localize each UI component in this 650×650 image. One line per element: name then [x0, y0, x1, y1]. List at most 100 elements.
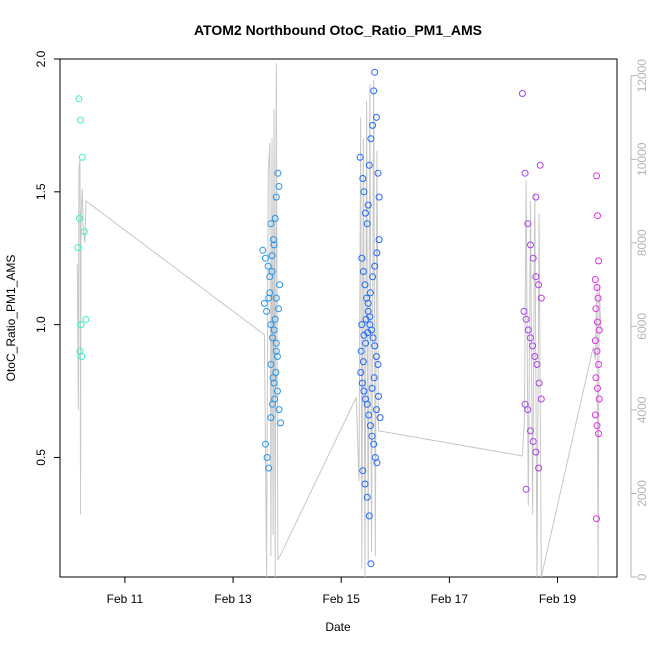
data-point — [272, 347, 280, 355]
data-point — [522, 315, 530, 323]
data-point — [78, 353, 86, 360]
data-point — [593, 284, 601, 291]
data-point — [276, 281, 284, 289]
data-point — [593, 422, 601, 430]
data-point — [535, 281, 543, 289]
y-tick-label: 0.5 — [34, 449, 48, 466]
data-point — [267, 220, 275, 228]
data-point — [370, 87, 378, 95]
data-point — [375, 236, 383, 244]
data-point — [529, 342, 537, 350]
data-point — [595, 430, 603, 438]
ratio-points — [74, 68, 603, 568]
data-point — [267, 321, 275, 329]
y2-tick-label: 10000 — [635, 142, 649, 176]
data-point — [265, 294, 273, 302]
data-point — [262, 254, 269, 262]
data-point — [591, 411, 599, 419]
data-point — [537, 294, 545, 302]
data-point — [76, 214, 83, 222]
data-point — [362, 209, 369, 217]
y2-tick-label: 12000 — [635, 59, 649, 93]
data-point — [358, 379, 366, 387]
data-point — [268, 252, 276, 260]
data-point — [592, 305, 600, 313]
data-point — [366, 422, 374, 430]
data-point — [535, 379, 543, 387]
y-tick-label: 1.0 — [34, 316, 48, 333]
data-point — [524, 220, 532, 228]
data-point — [529, 438, 537, 445]
data-point — [360, 188, 368, 196]
data-point — [274, 169, 282, 177]
data-point — [368, 384, 376, 392]
data-point — [521, 169, 529, 177]
data-point — [364, 201, 372, 209]
data-point — [270, 236, 278, 244]
data-point — [361, 281, 369, 289]
data-point — [74, 244, 82, 252]
data-point — [524, 406, 532, 414]
data-point — [82, 315, 90, 323]
data-point — [368, 432, 376, 440]
y-tick-label: 2.0 — [34, 50, 48, 67]
right-axis-series-line — [76, 63, 602, 578]
data-point — [593, 515, 600, 523]
data-point — [372, 113, 380, 121]
data-point — [263, 307, 271, 315]
data-point — [595, 361, 603, 368]
plot-frame — [59, 58, 618, 578]
data-point — [271, 214, 279, 222]
data-point — [367, 560, 375, 568]
data-point — [529, 254, 537, 262]
data-point — [371, 68, 379, 76]
data-point — [593, 347, 601, 355]
data-point — [275, 305, 282, 313]
x-tick-label: Feb 13 — [214, 592, 252, 606]
y-axis-label: OtoC_Ratio_PM1_AMS — [4, 255, 18, 382]
data-point — [363, 220, 371, 228]
data-point — [272, 339, 280, 347]
data-point — [366, 313, 374, 321]
data-point — [364, 299, 372, 307]
chart-title: ATOM2 Northbound OtoC_Ratio_PM1_AMS — [194, 22, 482, 38]
data-point — [533, 361, 541, 368]
data-point — [535, 464, 543, 472]
data-point — [270, 326, 278, 334]
data-point — [372, 353, 380, 360]
data-point — [365, 161, 373, 169]
data-point — [374, 169, 382, 177]
data-point — [527, 427, 534, 435]
data-point — [260, 299, 268, 307]
data-point — [269, 374, 277, 382]
data-point — [277, 419, 285, 427]
data-point — [362, 339, 369, 347]
data-point — [262, 440, 269, 448]
y2-tick-label: 8000 — [635, 229, 649, 256]
data-point — [532, 273, 540, 281]
data-point — [594, 212, 601, 220]
data-point — [265, 464, 273, 472]
data-point — [373, 249, 381, 257]
data-point — [375, 392, 382, 400]
data-point — [592, 374, 600, 382]
data-point — [365, 411, 373, 419]
data-point — [359, 268, 367, 275]
data-point — [595, 395, 603, 403]
data-point — [360, 387, 368, 395]
data-point — [532, 448, 540, 456]
data-point — [532, 193, 540, 201]
x-axis: Feb 11 Feb 13 Feb 15 Feb 17 Feb 19 — [107, 577, 577, 606]
y-tick-label: 1.5 — [34, 183, 48, 200]
series-line — [76, 63, 602, 578]
data-point — [594, 294, 602, 302]
data-point — [275, 406, 283, 414]
data-point — [366, 289, 374, 297]
data-point — [375, 193, 383, 201]
data-point — [273, 387, 281, 395]
x-tick-label: Feb 19 — [539, 592, 577, 606]
data-point — [367, 135, 375, 143]
data-point — [78, 153, 86, 161]
data-point — [371, 262, 379, 270]
